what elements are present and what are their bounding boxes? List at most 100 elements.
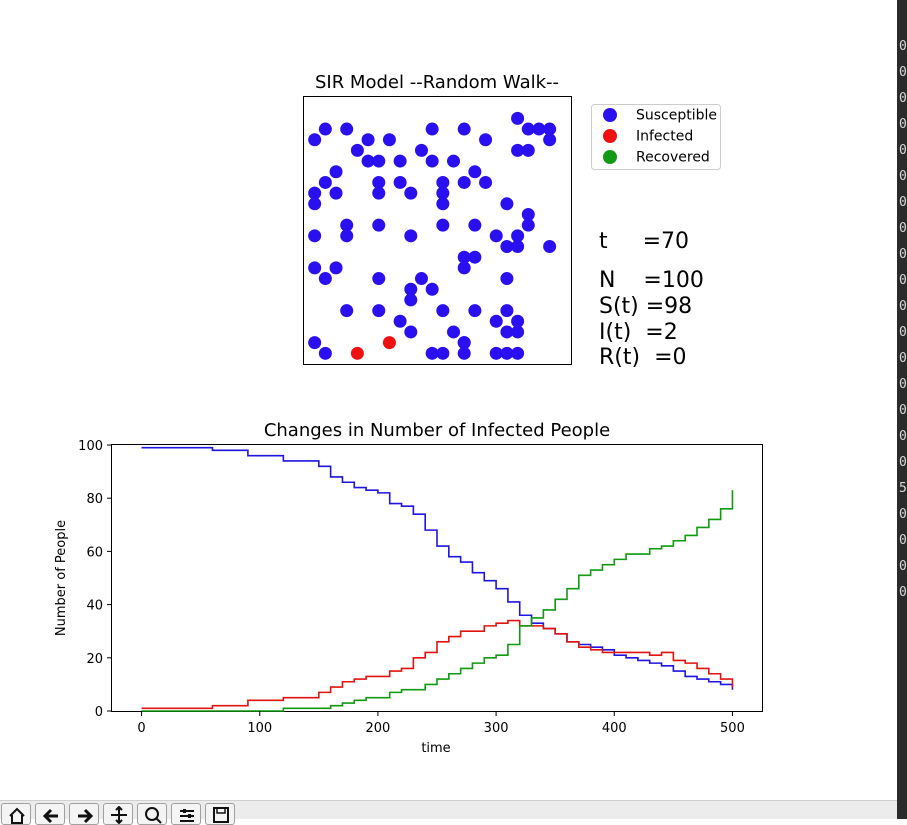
x-tick-label: 200 bbox=[365, 721, 390, 736]
scatter-point-susceptible bbox=[372, 154, 386, 168]
scatter-points bbox=[308, 111, 557, 360]
scatter-point-susceptible bbox=[425, 122, 439, 136]
legend-recovered-label: Recovered bbox=[636, 150, 710, 166]
scatter-point-susceptible bbox=[318, 346, 332, 360]
legend-susceptible-marker bbox=[603, 108, 617, 122]
stat-susceptible: S(t) =98 bbox=[599, 294, 692, 319]
scatter-point-susceptible bbox=[329, 165, 343, 179]
scatter-point-susceptible bbox=[329, 186, 343, 200]
scatter-point-susceptible bbox=[447, 325, 461, 339]
scatter-point-susceptible bbox=[436, 218, 450, 232]
figure-toolbar bbox=[0, 800, 897, 825]
scatter-point-susceptible bbox=[404, 293, 418, 307]
x-tick-label: 0 bbox=[137, 721, 145, 736]
x-tick-label: 400 bbox=[602, 721, 627, 736]
y-tick-label: 40 bbox=[86, 599, 103, 614]
scatter-point-susceptible bbox=[414, 143, 428, 157]
scatter-point-susceptible bbox=[308, 186, 322, 200]
scatter-point-susceptible bbox=[382, 133, 396, 147]
scatter-point-susceptible bbox=[511, 346, 525, 360]
line-series-recovered bbox=[141, 490, 734, 712]
scatter-point-susceptible bbox=[340, 122, 354, 136]
forward-arrow-icon bbox=[78, 808, 94, 824]
scatter-point-susceptible bbox=[468, 304, 482, 318]
scatter-point-susceptible bbox=[511, 314, 525, 328]
stat-recovered: R(t) =0 bbox=[599, 345, 687, 370]
scatter-point-susceptible bbox=[372, 304, 386, 318]
terminal-line: 0 bbox=[899, 377, 907, 392]
scatter-point-susceptible bbox=[340, 218, 354, 232]
scatter-title: SIR Model --Random Walk-- bbox=[315, 72, 559, 93]
scatter-point-susceptible bbox=[468, 218, 482, 232]
back-button[interactable] bbox=[35, 803, 65, 825]
terminal-line: 0 bbox=[899, 273, 907, 288]
matplotlib-figure: SIR Model --Random Walk-- Susceptible In… bbox=[54, 72, 763, 756]
terminal-window-edge: 0 0 0 0 0 0 0 0 0 0 0 0 0 0 0 0 0 5 0 0 0 0 bbox=[897, 0, 907, 819]
x-axis-ticks: 0 100 200 300 400 500 bbox=[137, 711, 745, 736]
y-tick-label: 20 bbox=[86, 652, 103, 667]
scatter-point-susceptible bbox=[404, 282, 418, 296]
sir-stats: t =70 N =100 S(t) =98 I(t) =2 R(t) =0 bbox=[599, 229, 704, 370]
legend-frame bbox=[591, 104, 721, 170]
scatter-point-susceptible bbox=[500, 240, 514, 254]
terminal-line: 0 bbox=[899, 429, 907, 444]
legend-susceptible-label: Susceptible bbox=[636, 108, 717, 124]
terminal-line: 0 bbox=[899, 533, 907, 548]
zoom-button[interactable] bbox=[137, 803, 167, 825]
save-icon bbox=[213, 807, 229, 823]
scatter-point-susceptible bbox=[404, 325, 418, 339]
scatter-point-susceptible bbox=[457, 175, 471, 189]
scatter-point-susceptible bbox=[489, 346, 503, 360]
scatter-point-susceptible bbox=[511, 325, 525, 339]
scatter-point-susceptible bbox=[543, 240, 557, 254]
pan-button[interactable] bbox=[103, 803, 133, 825]
terminal-line: 0 bbox=[899, 221, 907, 236]
scatter-point-susceptible bbox=[489, 229, 503, 243]
scatter-point-susceptible bbox=[479, 175, 493, 189]
scatter-point-susceptible bbox=[404, 186, 418, 200]
terminal-line: 0 bbox=[899, 169, 907, 184]
scatter-point-susceptible bbox=[521, 143, 535, 157]
scatter-point-susceptible bbox=[511, 240, 525, 254]
legend-recovered-marker bbox=[603, 150, 617, 164]
figure-canvas: SIR Model --Random Walk-- Susceptible In… bbox=[54, 72, 763, 756]
scatter-point-susceptible bbox=[361, 154, 375, 168]
scatter-point-susceptible bbox=[404, 229, 418, 243]
terminal-line: 0 bbox=[899, 351, 907, 366]
stat-infected: I(t) =2 bbox=[599, 320, 678, 345]
legend-infected-marker bbox=[603, 129, 617, 143]
scatter-point-susceptible bbox=[393, 314, 407, 328]
terminal-line: 0 bbox=[899, 299, 907, 314]
terminal-line: 0 bbox=[899, 143, 907, 158]
scatter-point-susceptible bbox=[425, 346, 439, 360]
save-button[interactable] bbox=[205, 803, 235, 825]
scatter-point-susceptible bbox=[532, 122, 546, 136]
line-series-group bbox=[141, 446, 734, 712]
scatter-point-susceptible bbox=[436, 304, 450, 318]
home-button[interactable] bbox=[1, 803, 31, 825]
forward-button[interactable] bbox=[69, 803, 99, 825]
scatter-point-susceptible bbox=[457, 250, 471, 264]
terminal-line: 0 bbox=[899, 325, 907, 340]
terminal-line: 5 bbox=[899, 481, 907, 496]
configure-subplots-button[interactable] bbox=[171, 803, 201, 825]
scatter-point-infected bbox=[350, 346, 364, 360]
zoom-icon bbox=[145, 807, 162, 824]
terminal-line: 0 bbox=[899, 247, 907, 262]
scatter-point-susceptible bbox=[457, 336, 471, 350]
scatter-point-susceptible bbox=[436, 346, 450, 360]
scatter-point-susceptible bbox=[318, 122, 332, 136]
line-series-infected bbox=[141, 619, 734, 710]
scatter-point-susceptible bbox=[543, 133, 557, 147]
scatter-point-susceptible bbox=[457, 261, 471, 275]
scatter-point-susceptible bbox=[340, 304, 354, 318]
terminal-line: 0 bbox=[899, 91, 907, 106]
terminal-line: 0 bbox=[899, 39, 907, 54]
line-chart-title: Changes in Number of Infected People bbox=[264, 420, 610, 441]
scatter-point-susceptible bbox=[361, 133, 375, 147]
back-arrow-icon bbox=[42, 808, 58, 824]
scatter-point-susceptible bbox=[308, 261, 322, 275]
scatter-point-susceptible bbox=[308, 229, 322, 243]
terminal-line: 0 bbox=[899, 195, 907, 210]
scatter-point-susceptible bbox=[372, 218, 386, 232]
